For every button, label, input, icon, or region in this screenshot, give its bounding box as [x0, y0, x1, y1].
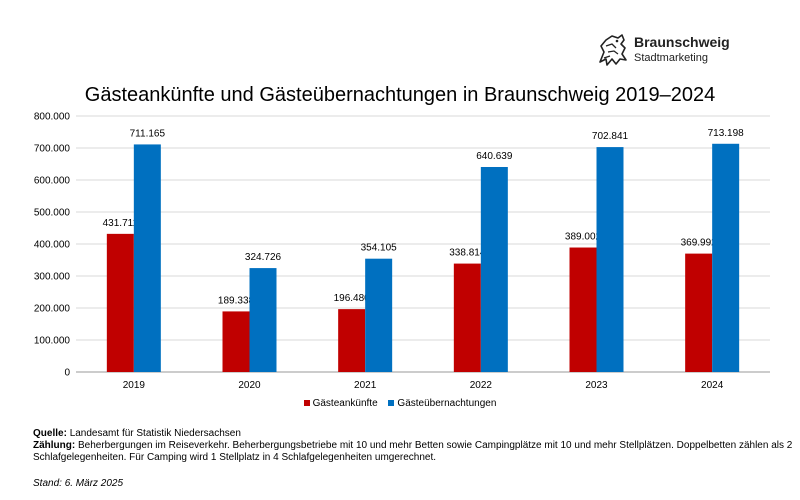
legend-item-overnights: Gästeübernachtungen [388, 398, 496, 409]
counting-note: Zählung: Beherbergungen im Reiseverkehr.… [33, 440, 793, 464]
y-tick-label: 100.000 [34, 336, 71, 347]
source-label: Quelle: [33, 428, 67, 439]
x-tick-label: 2024 [701, 380, 724, 391]
legend-label-overnights: Gästeübernachtungen [397, 398, 497, 409]
date-note: Stand: 6. März 2025 [33, 478, 124, 489]
bar-overnights [365, 258, 393, 372]
bar-overnights [712, 143, 740, 372]
x-tick-label: 2023 [585, 380, 608, 391]
data-label: 702.841 [592, 131, 629, 142]
source-note: Quelle: Landesamt für Statistik Niedersa… [33, 428, 793, 440]
bar-overnights [480, 166, 508, 372]
data-label: 431.711 [103, 218, 139, 229]
bar-arrivals [222, 311, 250, 372]
logo-subtitle: Stadtmarketing [634, 52, 708, 64]
bar-arrivals [106, 233, 134, 372]
bar-arrivals [338, 309, 366, 372]
chart-title: Gästeankünfte und Gästeübernachtungen in… [84, 84, 716, 106]
chart-legend: Gästeankünfte Gästeübernachtungen [0, 398, 800, 409]
data-label: 711.165 [130, 128, 166, 139]
y-tick-label: 700.000 [34, 144, 71, 155]
bar-arrivals [685, 253, 713, 372]
x-tick-label: 2022 [470, 380, 493, 391]
legend-item-arrivals: Gästeankünfte [303, 398, 378, 409]
source-text: Landesamt für Statistik Niedersachsen [69, 428, 241, 439]
legend-swatch-overnights [388, 400, 395, 407]
logo-name: Braunschweig [634, 34, 730, 50]
legend-label-arrivals: Gästeankünfte [312, 398, 378, 409]
data-label: 196.480 [334, 293, 371, 304]
y-tick-label: 800.000 [34, 112, 71, 123]
braunschweig-lion-icon [599, 34, 627, 66]
y-tick-label: 600.000 [34, 176, 71, 187]
bar-overnights [249, 268, 277, 372]
data-label: 640.639 [476, 151, 513, 162]
data-label: 338.814 [449, 248, 486, 259]
bar-overnights [596, 147, 624, 372]
y-tick-label: 300.000 [34, 272, 71, 283]
data-label: 389.002 [565, 232, 602, 243]
footnotes: Quelle: Landesamt für Statistik Niedersa… [33, 428, 793, 464]
data-label: 369.992 [681, 238, 718, 249]
legend-swatch-arrivals [303, 400, 310, 407]
x-tick-label: 2021 [354, 380, 377, 391]
braunschweig-logo: Braunschweig Stadtmarketing [596, 30, 736, 72]
y-tick-label: 200.000 [34, 304, 71, 315]
bar-chart: 0 100.000 200.000 300.000 400.000 500.000 600.… [34, 112, 770, 391]
bar-arrivals [453, 263, 481, 372]
x-tick-label: 2020 [238, 380, 261, 391]
data-label: 189.338 [218, 295, 255, 306]
data-label: 713.198 [708, 128, 745, 139]
counting-text: Beherbergungen im Reiseverkehr. Beherber… [33, 440, 793, 463]
y-tick-label: 0 [64, 368, 70, 379]
y-tick-label: 400.000 [34, 240, 71, 251]
data-label: 324.726 [245, 252, 282, 263]
bar-overnights [133, 144, 161, 372]
x-tick-label: 2019 [123, 380, 146, 391]
y-tick-label: 500.000 [34, 208, 71, 219]
bar-arrivals [569, 247, 597, 372]
counting-label: Zählung: [33, 440, 76, 451]
data-label: 354.105 [361, 243, 398, 254]
